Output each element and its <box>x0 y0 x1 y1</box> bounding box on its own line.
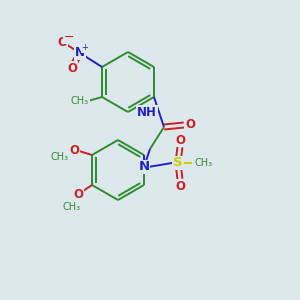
Text: N: N <box>138 160 149 173</box>
Text: S: S <box>173 157 183 169</box>
Text: CH₃: CH₃ <box>71 96 89 106</box>
Text: CH₃: CH₃ <box>63 202 81 212</box>
Text: O: O <box>73 188 83 202</box>
Text: N: N <box>75 46 85 59</box>
Text: CH₃: CH₃ <box>51 152 69 162</box>
Text: CH₃: CH₃ <box>195 158 213 168</box>
Text: O: O <box>185 118 195 131</box>
Text: +: + <box>82 44 88 52</box>
Text: O: O <box>69 145 79 158</box>
Text: O: O <box>57 35 67 49</box>
Text: O: O <box>67 61 77 74</box>
Text: NH: NH <box>137 106 157 118</box>
Text: O: O <box>175 134 185 146</box>
Text: −: − <box>64 31 74 44</box>
Text: O: O <box>175 179 185 193</box>
